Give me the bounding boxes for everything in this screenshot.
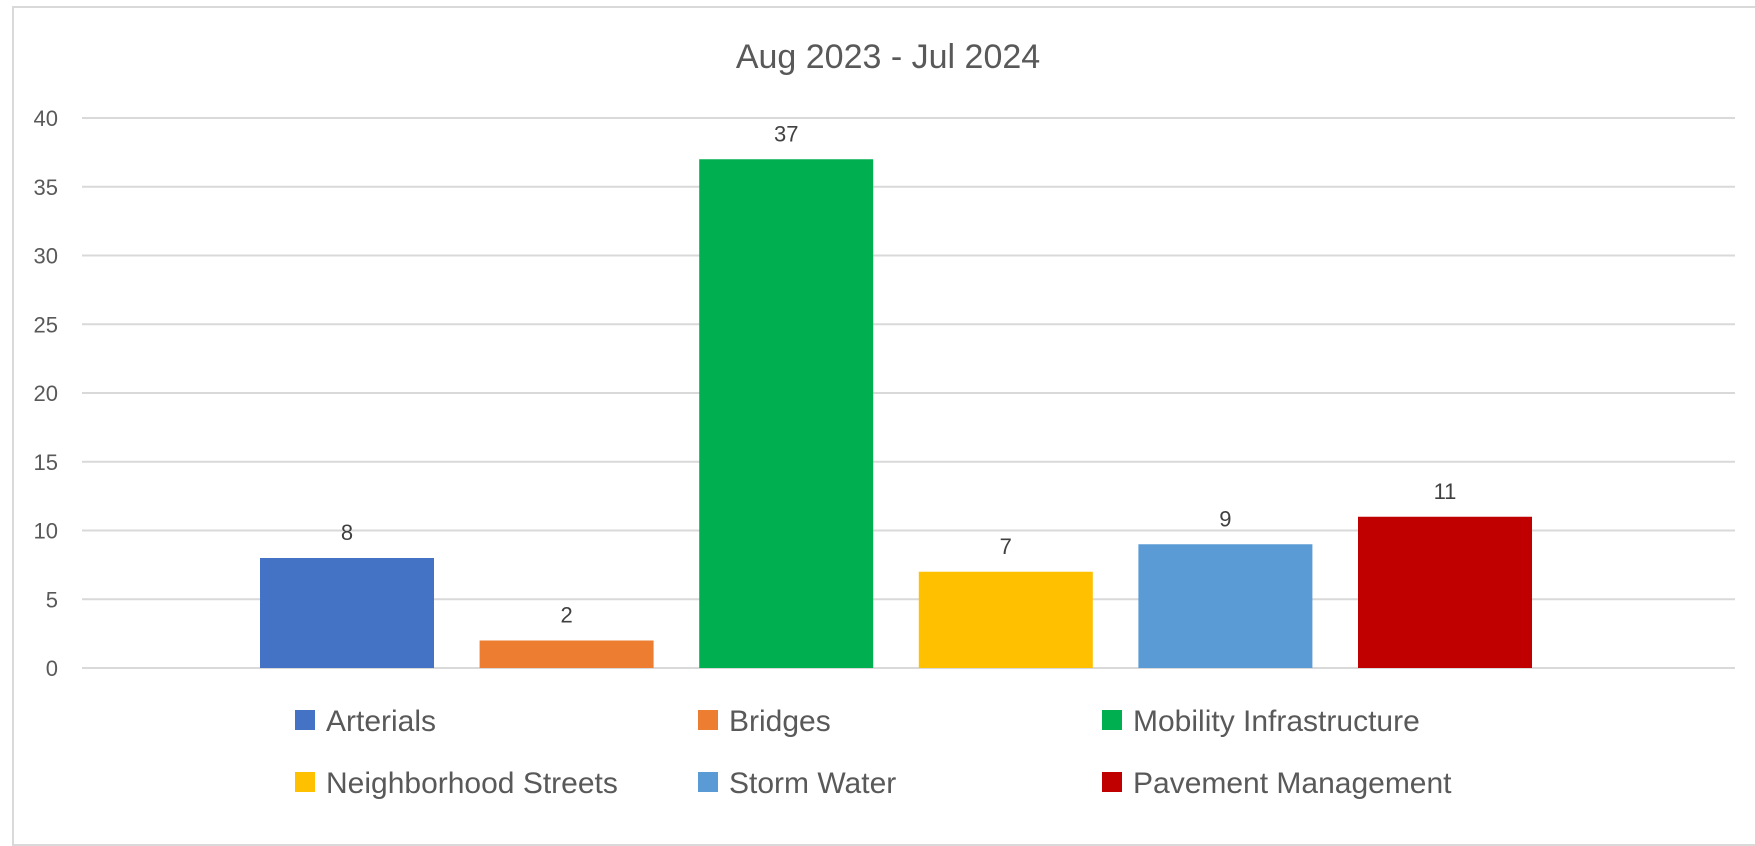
data-label: 11 [1434, 479, 1457, 504]
y-tick-label: 15 [34, 450, 58, 475]
legend-label: Neighborhood Streets [326, 767, 618, 800]
y-tick-label: 30 [34, 244, 58, 269]
y-tick-label: 35 [34, 175, 58, 200]
chart-frame [12, 6, 1755, 846]
data-label: 7 [1000, 534, 1012, 559]
y-tick-label: 40 [34, 106, 58, 131]
legend: Arterials Bridges Mobility Infrastructure N… [295, 705, 1452, 800]
legend-swatch [295, 710, 315, 730]
bar-storm-water [1138, 544, 1313, 668]
chart-title: Aug 2023 - Jul 2024 [736, 38, 1040, 76]
legend-label: Arterials [326, 705, 436, 738]
legend-swatch [1102, 710, 1122, 730]
legend-label: Bridges [729, 705, 831, 738]
bar-pavement-management [1358, 516, 1532, 668]
bar-arterials [260, 558, 434, 668]
data-label: 2 [560, 603, 572, 628]
data-labels: 8 2 37 7 9 11 [341, 121, 1457, 627]
y-tick-label: 0 [46, 656, 58, 681]
legend-swatch [698, 710, 718, 730]
bars [260, 159, 1532, 668]
legend-swatch [1102, 772, 1122, 792]
legend-label: Pavement Management [1133, 767, 1452, 800]
legend-label: Mobility Infrastructure [1133, 705, 1420, 738]
y-axis: 0 5 10 15 20 25 30 35 40 [34, 106, 58, 681]
data-label: 9 [1219, 506, 1231, 531]
y-tick-label: 10 [34, 519, 58, 544]
legend-swatch [698, 772, 718, 792]
bar-bridges [479, 640, 654, 668]
bar-mobility-infrastructure [699, 159, 874, 668]
data-label: 37 [774, 121, 798, 146]
data-label: 8 [341, 520, 353, 545]
legend-label: Storm Water [729, 767, 896, 800]
legend-swatch [295, 772, 315, 792]
bar-neighborhood-streets [918, 571, 1093, 668]
y-tick-label: 5 [46, 587, 58, 612]
y-tick-label: 25 [34, 312, 58, 337]
y-tick-label: 20 [34, 381, 58, 406]
